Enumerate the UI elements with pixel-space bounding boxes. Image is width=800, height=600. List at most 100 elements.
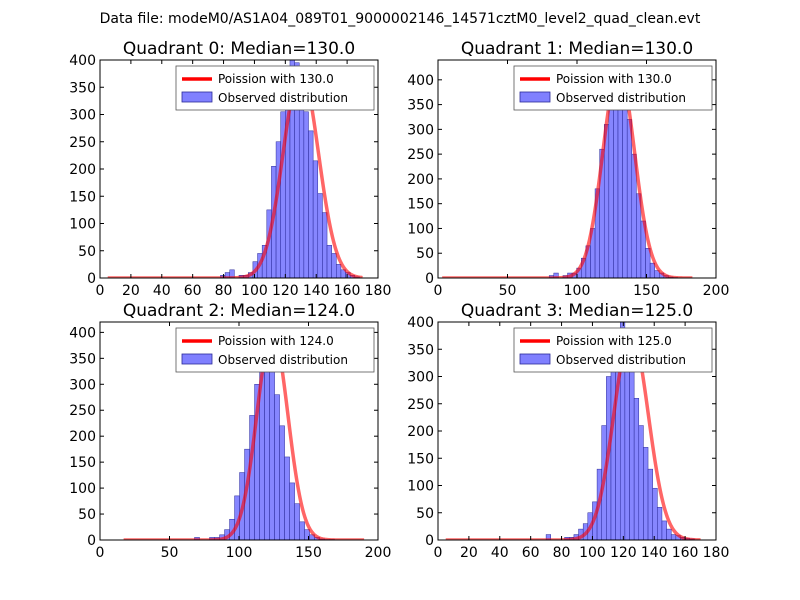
q2-legend-label-fit: Poission with 124.0 <box>218 334 334 348</box>
q1-histogram-bar <box>649 262 655 278</box>
q0-histogram-bar <box>275 141 281 278</box>
q3-legend-label-fit: Poission with 125.0 <box>556 334 672 348</box>
q2-y-tick-label: 100 <box>69 481 96 497</box>
q3-legend: Poission with 125.0 Observed distribution <box>513 327 713 373</box>
q1-histogram-bar <box>626 119 633 278</box>
subplot-quadrant-3: Quadrant 3: Median=125.00 20 40 60 80 100 120 1… <box>407 301 729 561</box>
q2-histogram-bar <box>279 425 285 540</box>
q3-histogram-bar <box>643 447 649 540</box>
q2-y-tick-label: 200 <box>69 429 96 445</box>
subplot-quadrant-0: Quadrant 0: Median=130.00 20 40 60 80 100 120 1… <box>69 39 391 299</box>
q3-histogram-bar <box>638 425 644 540</box>
figure-suptitle: Data file: modeM0/AS1A04_089T01_90000021… <box>100 11 701 27</box>
q2-y-tick-label: 250 <box>69 403 96 419</box>
q0-x-tick-label: 40 <box>153 283 171 299</box>
q1-y-tick-label: 250 <box>407 147 434 163</box>
q1-fit-line <box>441 68 694 278</box>
q3-fit-line <box>444 331 702 540</box>
q0-x-tick-label: 120 <box>272 283 299 299</box>
q0-legend: Poission with 130.0 Observed distribution <box>175 65 375 111</box>
q0-x-tick-label: 20 <box>122 283 140 299</box>
q3-y-tick-label: 350 <box>407 342 434 358</box>
q2-x-tick-label: 100 <box>226 545 253 561</box>
q3-y-tick-label: 0 <box>425 533 434 549</box>
q0-y-tick-label: 50 <box>78 244 96 260</box>
q1-legend-bar-swatch <box>519 91 551 103</box>
q2-y-tick-label: 400 <box>69 325 96 341</box>
q1-x-tick-label: 100 <box>564 283 591 299</box>
q0-title: Quadrant 0: Median=130.0 <box>123 39 355 59</box>
q1-y-tick-label: 350 <box>407 98 434 114</box>
q1-histogram-bar <box>608 99 614 278</box>
q1-histogram-bar <box>613 89 619 278</box>
q0-histogram-bar <box>331 253 337 278</box>
q0-histogram-bar <box>322 212 328 278</box>
q0-y-tick-label: 100 <box>69 217 96 233</box>
q3-histogram-bar <box>633 398 640 540</box>
q2-histogram-bar <box>299 521 305 540</box>
q0-histogram-bar <box>312 160 319 278</box>
q3-histogram-bar <box>661 520 667 540</box>
q2-x-tick-label: 200 <box>365 545 392 561</box>
q2-x-tick-label: 50 <box>161 545 179 561</box>
q1-legend-label-fit: Poission with 130.0 <box>556 72 672 86</box>
q1-x-tick-label: 150 <box>633 283 660 299</box>
q1-y-tick-label: 400 <box>407 73 434 89</box>
q0-histogram-bar <box>303 111 309 278</box>
q2-y-tick-label: 300 <box>69 377 96 393</box>
q3-x-tick-label: 80 <box>553 545 571 561</box>
q1-histogram-bar <box>622 99 628 278</box>
q0-histogram-bar <box>326 245 332 278</box>
q2-histogram-bar <box>289 482 295 540</box>
q3-x-tick-label: 20 <box>460 545 478 561</box>
q0-y-tick-label: 250 <box>69 135 96 151</box>
q3-histogram-bar <box>670 534 677 540</box>
q3-histogram-bar <box>629 365 635 540</box>
q3-y-tick-label: 150 <box>407 451 434 467</box>
q2-histogram-bar <box>269 352 275 540</box>
q2-y-tick-label: 150 <box>69 455 96 471</box>
q3-x-tick-label: 60 <box>522 545 540 561</box>
q0-legend-box <box>175 65 375 111</box>
q0-histogram-bar <box>308 130 314 278</box>
subplot-quadrant-2: Quadrant 2: Median=124.0 0 50 100 150 200 0 50 1… <box>69 301 391 561</box>
q3-histogram-bar <box>647 468 653 540</box>
q3-histogram-bar <box>666 528 672 540</box>
q0-x-tick-label: 80 <box>215 283 233 299</box>
q1-y-tick-label: 100 <box>407 221 434 237</box>
q1-legend: Poission with 130.0 Observed distribution <box>513 65 713 111</box>
q3-y-tick-label: 300 <box>407 370 434 386</box>
q1-x-tick-label: 0 <box>434 283 443 299</box>
q2-y-tick-label: 50 <box>78 507 96 523</box>
q1-y-tick-label: 300 <box>407 122 434 138</box>
q0-y-tick-label: 150 <box>69 189 96 205</box>
q3-title: Quadrant 3: Median=125.0 <box>461 301 693 321</box>
q3-x-tick-label: 140 <box>641 545 668 561</box>
q3-x-tick-label: 120 <box>610 545 637 561</box>
q3-histogram-bar <box>652 487 658 540</box>
q2-y-tick-label: 350 <box>69 351 96 367</box>
q1-x-tick-label: 50 <box>499 283 517 299</box>
q3-y-tick-label: 400 <box>407 315 434 331</box>
q3-histogram-bar <box>657 507 663 540</box>
q3-y-tick-label: 100 <box>407 479 434 495</box>
q0-y-tick-label: 0 <box>87 271 96 287</box>
q0-x-tick-label: 180 <box>365 283 392 299</box>
q3-y-tick-label: 250 <box>407 397 434 413</box>
q0-x-tick-label: 140 <box>303 283 330 299</box>
q0-x-tick-label: 100 <box>241 283 268 299</box>
q1-legend-label-observed: Observed distribution <box>556 91 686 105</box>
q1-y-tick-label: 0 <box>425 271 434 287</box>
q2-histogram-bar <box>284 456 290 540</box>
q0-y-tick-label: 350 <box>69 80 96 96</box>
q0-legend-label-fit: Poission with 130.0 <box>218 72 334 86</box>
q2-histogram-bar <box>294 503 300 540</box>
q3-y-tick-label: 50 <box>416 506 434 522</box>
q3-x-tick-label: 40 <box>491 545 509 561</box>
q0-y-tick-label: 200 <box>69 162 96 178</box>
q2-histogram-bar <box>274 394 280 540</box>
q1-x-tick-label: 200 <box>703 283 730 299</box>
q2-y-tick-label: 0 <box>87 533 96 549</box>
q2-legend-bar-swatch <box>181 353 213 365</box>
